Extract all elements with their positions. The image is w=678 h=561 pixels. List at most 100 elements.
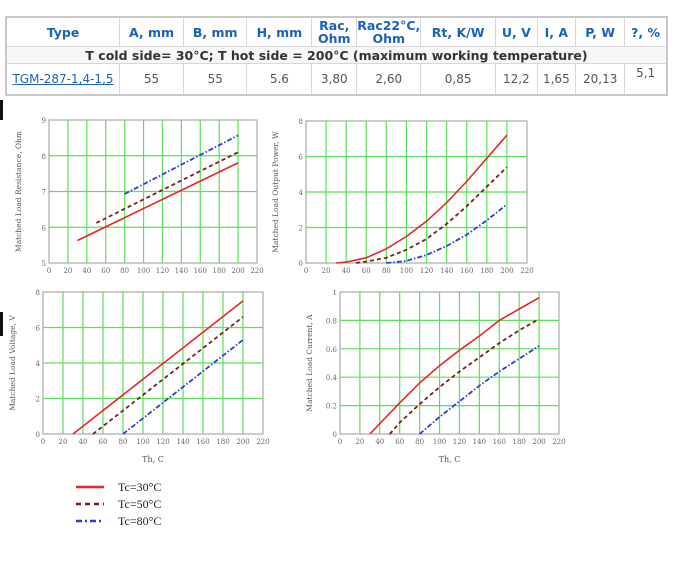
- y-tick-label: 4: [299, 189, 304, 197]
- y-axis-label: Matched Load Voltage, V: [8, 315, 17, 411]
- y-tick-label: 8: [36, 289, 40, 297]
- edge-mark: [0, 100, 3, 120]
- x-tick-label: 200: [231, 267, 244, 275]
- cell-p: 20,13: [575, 63, 626, 96]
- cell-rac: 3,80: [311, 63, 358, 96]
- x-tick-label: 220: [520, 267, 533, 275]
- y-tick-label: 0.6: [326, 346, 338, 354]
- legend: Tc=30°C Tc=50°C Tc=80°C: [76, 480, 161, 528]
- edge-mark: [0, 312, 3, 336]
- col-header: I, A: [536, 16, 577, 47]
- y-tick-label: 6: [299, 154, 304, 162]
- plot-area: [339, 291, 560, 435]
- col-header: B, mm: [182, 16, 248, 47]
- voltage-chart: 0 20 40 60 80 100 120 140 160 180 200 220 0 2 4 6 8 Match…: [8, 289, 270, 464]
- x-tick-label: 140: [473, 438, 486, 446]
- x-tick-label: 60: [395, 438, 404, 446]
- series-line-tc80: [419, 345, 540, 435]
- x-tick-label: 120: [453, 438, 466, 446]
- series-line-tc30: [72, 300, 244, 435]
- x-tick-label: 20: [355, 438, 364, 446]
- col-header: A, mm: [119, 16, 184, 47]
- specs-table: Type A, mm B, mm H, mm Rac, Ohm Rac22°C,…: [5, 16, 668, 96]
- x-tick-label: 40: [79, 438, 88, 446]
- y-tick-label: 8: [42, 153, 46, 161]
- x-tick-label: 60: [99, 438, 108, 446]
- x-tick-label: 160: [196, 438, 209, 446]
- x-tick-label: 20: [322, 267, 331, 275]
- x-tick-label: 120: [156, 267, 169, 275]
- x-tick-label: 0: [338, 438, 342, 446]
- y-tick-label: 0.8: [326, 317, 337, 325]
- col-header: Rt, K/W: [420, 16, 496, 47]
- x-tick-label: 140: [175, 267, 188, 275]
- x-tick-label: 180: [480, 267, 493, 275]
- x-tick-label: 140: [440, 267, 453, 275]
- y-tick-label: 0: [333, 431, 337, 439]
- x-tick-label: 40: [82, 267, 91, 275]
- col-header: Rac, Ohm: [311, 16, 358, 47]
- x-tick-label: 160: [194, 267, 207, 275]
- x-tick-label: 100: [137, 267, 150, 275]
- y-tick-label: 0: [299, 260, 303, 268]
- x-tick-label: 200: [532, 438, 545, 446]
- y-tick-label: 6: [42, 224, 47, 232]
- y-tick-label: 0.4: [326, 374, 338, 382]
- x-tick-label: 0: [304, 267, 308, 275]
- col-header: Type: [5, 16, 120, 47]
- col-header: ?, %: [624, 16, 668, 47]
- series-line-tc50: [356, 166, 508, 264]
- product-link[interactable]: TGM-287-1,4-1,5: [12, 72, 114, 86]
- series-line-tc50: [95, 151, 239, 224]
- x-tick-label: 0: [47, 267, 51, 275]
- x-tick-label: 100: [400, 267, 413, 275]
- x-tick-label: 80: [382, 267, 391, 275]
- y-tick-label: 6: [36, 325, 41, 333]
- col-header: U, V: [495, 16, 538, 47]
- x-tick-label: 20: [63, 267, 72, 275]
- x-tick-label: 60: [101, 267, 110, 275]
- power-chart: 0 20 40 60 80 100 120 140 160 180 200 220 0 2 4 6 8 Match…: [271, 118, 534, 275]
- x-tick-label: 20: [59, 438, 68, 446]
- x-tick-label: 180: [216, 438, 229, 446]
- cell-a: 55: [119, 63, 184, 96]
- cell-b: 55: [182, 63, 248, 96]
- series-line-tc80: [386, 203, 508, 264]
- condition-row: T cold side= 30°C; T hot side = 200°C (m…: [5, 46, 668, 64]
- x-tick-label: 40: [375, 438, 384, 446]
- x-tick-label: 200: [500, 267, 513, 275]
- x-tick-label: 120: [156, 438, 169, 446]
- cell-h: 5.6: [246, 63, 313, 96]
- y-tick-label: 5: [42, 260, 46, 268]
- col-header: P, W: [575, 16, 626, 47]
- col-header: Rac22°C, Ohm: [356, 16, 422, 47]
- col-header: H, mm: [246, 16, 313, 47]
- series-line-tc50: [92, 316, 244, 435]
- x-tick-label: 60: [362, 267, 371, 275]
- current-chart: 0 20 40 60 80 100 120 140 160 180 200 220 0 0.2 0.4 0.6…: [305, 289, 566, 464]
- y-tick-label: 2: [36, 396, 40, 404]
- x-tick-label: 220: [552, 438, 565, 446]
- y-tick-label: 9: [42, 117, 46, 125]
- y-axis-label: Matched Load Resistance, Ohm: [14, 131, 23, 252]
- x-tick-label: 120: [420, 267, 433, 275]
- table-row: TGM-287-1,4-1,5 55 55 5.6 3,80 2,60 0,85…: [5, 63, 668, 96]
- y-tick-label: 0: [36, 431, 40, 439]
- cell-rt: 0,85: [420, 63, 496, 96]
- x-tick-label: 80: [415, 438, 424, 446]
- y-axis-label: Matched Load Current, A: [305, 314, 314, 412]
- x-axis-label: Th, C: [439, 455, 461, 464]
- x-tick-label: 80: [119, 438, 128, 446]
- cell-i: 1,65: [536, 63, 577, 96]
- series-line-tc80: [124, 134, 239, 195]
- y-tick-label: 8: [299, 118, 303, 126]
- y-tick-label: 1: [333, 289, 337, 297]
- x-tick-label: 220: [250, 267, 263, 275]
- x-tick-label: 140: [176, 438, 189, 446]
- y-tick-label: 7: [42, 189, 46, 197]
- x-tick-label: 180: [512, 438, 525, 446]
- x-tick-label: 180: [212, 267, 225, 275]
- series-line-tc50: [389, 318, 540, 435]
- y-tick-label: 2: [299, 225, 303, 233]
